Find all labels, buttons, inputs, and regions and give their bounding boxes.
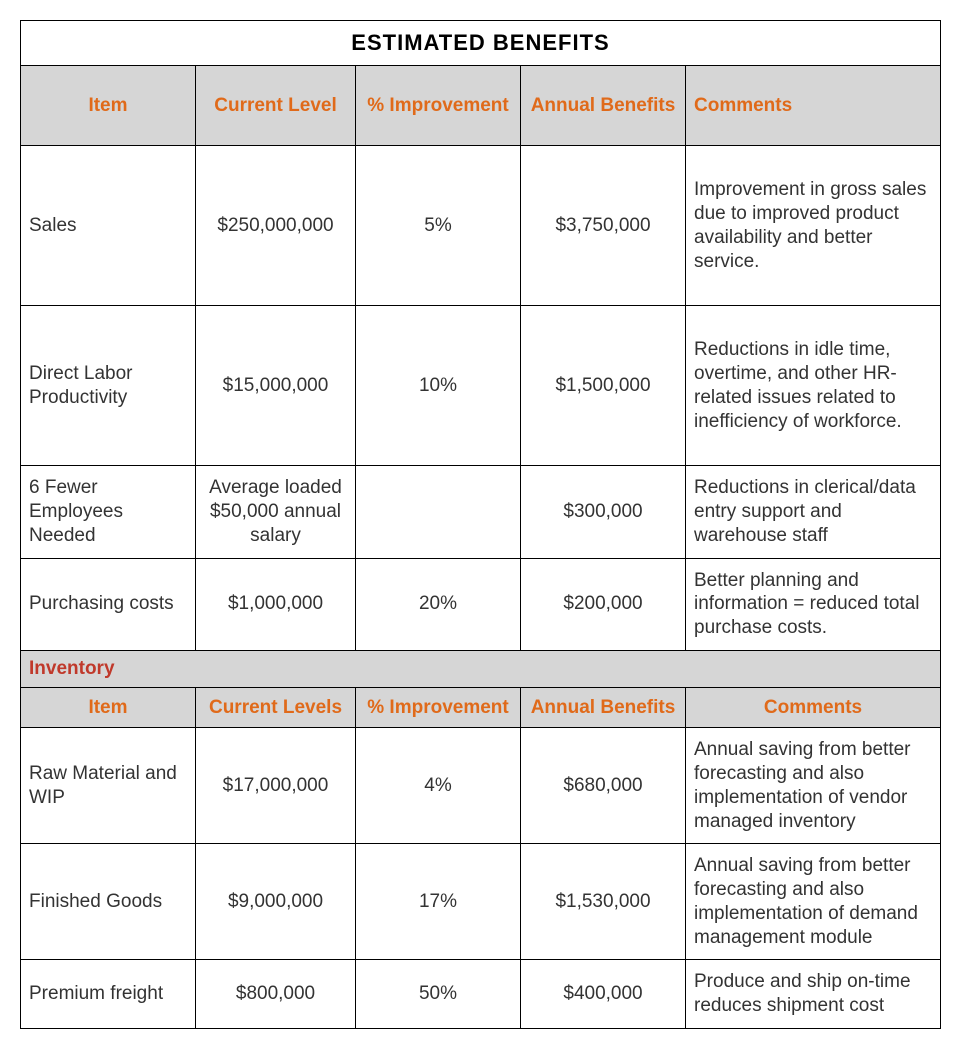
cell-improvement: 17%: [356, 844, 521, 960]
cell-improvement: 4%: [356, 728, 521, 844]
cell-current: $15,000,000: [196, 306, 356, 466]
table-title-row: ESTIMATED BENEFITS: [21, 21, 941, 66]
cell-improvement: 20%: [356, 558, 521, 650]
table-row: Purchasing costs $1,000,000 20% $200,000…: [21, 558, 941, 650]
table-row: Direct Labor Productivity $15,000,000 10…: [21, 306, 941, 466]
cell-current: $1,000,000: [196, 558, 356, 650]
cell-comments: Improvement in gross sales due to improv…: [686, 146, 941, 306]
cell-improvement: 5%: [356, 146, 521, 306]
col-benefits: Annual Benefits: [521, 65, 686, 146]
cell-current: $800,000: [196, 960, 356, 1029]
col-item: Item: [21, 65, 196, 146]
cell-comments: Produce and ship on-time reduces shipmen…: [686, 960, 941, 1029]
section-inventory: Inventory: [21, 650, 941, 687]
cell-benefits: $200,000: [521, 558, 686, 650]
cell-benefits: $680,000: [521, 728, 686, 844]
cell-comments: Reductions in idle time, overtime, and o…: [686, 306, 941, 466]
cell-comments: Annual saving from better forecasting an…: [686, 728, 941, 844]
cell-item: Premium freight: [21, 960, 196, 1029]
cell-improvement: [356, 466, 521, 558]
cell-item: Sales: [21, 146, 196, 306]
cell-benefits: $300,000: [521, 466, 686, 558]
col-comments: Comments: [686, 65, 941, 146]
cell-item: Purchasing costs: [21, 558, 196, 650]
cell-current: $250,000,000: [196, 146, 356, 306]
cell-comments: Annual saving from better forecasting an…: [686, 844, 941, 960]
cell-item: 6 Fewer Employees Needed: [21, 466, 196, 558]
header-row-2: Item Current Levels % Improvement Annual…: [21, 687, 941, 728]
cell-improvement: 50%: [356, 960, 521, 1029]
table-row: Finished Goods $9,000,000 17% $1,530,000…: [21, 844, 941, 960]
col-improvement: % Improvement: [356, 687, 521, 728]
col-improvement: % Improvement: [356, 65, 521, 146]
cell-current: $9,000,000: [196, 844, 356, 960]
cell-benefits: $3,750,000: [521, 146, 686, 306]
col-current: Current Level: [196, 65, 356, 146]
cell-item: Raw Material and WIP: [21, 728, 196, 844]
header-row-1: Item Current Level % Improvement Annual …: [21, 65, 941, 146]
cell-comments: Better planning and information = reduce…: [686, 558, 941, 650]
cell-item: Direct Labor Productivity: [21, 306, 196, 466]
table-row: Raw Material and WIP $17,000,000 4% $680…: [21, 728, 941, 844]
cell-benefits: $1,500,000: [521, 306, 686, 466]
cell-current: $17,000,000: [196, 728, 356, 844]
cell-benefits: $400,000: [521, 960, 686, 1029]
col-benefits: Annual Benefits: [521, 687, 686, 728]
col-comments: Comments: [686, 687, 941, 728]
cell-comments: Reductions in clerical/data entry suppor…: [686, 466, 941, 558]
table-row: Premium freight $800,000 50% $400,000 Pr…: [21, 960, 941, 1029]
estimated-benefits-table: ESTIMATED BENEFITS Item Current Level % …: [20, 20, 941, 1029]
col-current: Current Levels: [196, 687, 356, 728]
col-item: Item: [21, 687, 196, 728]
cell-benefits: $1,530,000: [521, 844, 686, 960]
table-title: ESTIMATED BENEFITS: [21, 21, 941, 66]
section-label: Inventory: [21, 650, 941, 687]
cell-item: Finished Goods: [21, 844, 196, 960]
table-row: 6 Fewer Employees Needed Average loaded …: [21, 466, 941, 558]
table-row: Sales $250,000,000 5% $3,750,000 Improve…: [21, 146, 941, 306]
cell-current: Average loaded $50,000 annual salary: [196, 466, 356, 558]
cell-improvement: 10%: [356, 306, 521, 466]
